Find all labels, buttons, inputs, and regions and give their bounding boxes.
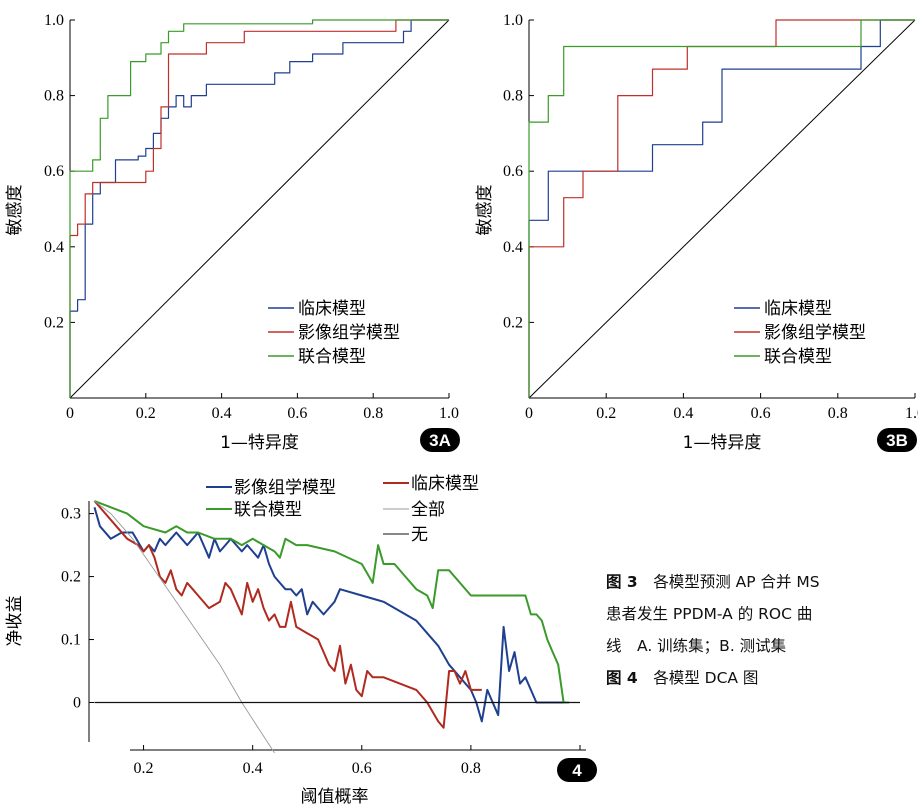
y-axis-title-3A: 敏感度 <box>5 185 25 236</box>
x-tick-label-4: 0.8 <box>461 760 481 777</box>
legend-label-3A: 联合模型 <box>298 347 366 367</box>
caption-fig3-line2: 患者发生 PPDM-A 的 ROC 曲 <box>606 605 813 623</box>
y-tick-label-3A: 0.6 <box>44 163 64 180</box>
figure-badge-label-3B: 3B <box>886 431 908 450</box>
y-axis-title-4: 净收益 <box>5 596 25 647</box>
y-tick-label-3B: 0.2 <box>503 314 523 331</box>
legend-label-4: 临床模型 <box>411 474 479 494</box>
legend-label-4: 联合模型 <box>234 500 302 520</box>
legend-label-3B: 影像组学模型 <box>764 323 866 343</box>
x-tick-label-3B: 0 <box>525 405 533 422</box>
x-axis-title-3A: 1—特异度 <box>220 433 299 453</box>
legend-label-3B: 临床模型 <box>764 299 832 319</box>
caption-fig3-line1: 图 3 各模型预测 AP 合并 MS <box>606 573 820 591</box>
x-tick-label-3B: 0.6 <box>751 405 771 422</box>
x-tick-label-3A: 0.2 <box>136 405 156 422</box>
x-axis-title-3B: 1—特异度 <box>683 433 762 453</box>
x-tick-label-4: 0.2 <box>134 760 154 777</box>
caption-fig4-line: 图 4 各模型 DCA 图 <box>606 669 759 687</box>
figure-badge-3B <box>877 428 917 452</box>
legend-label-3A: 临床模型 <box>298 299 366 319</box>
y-tick-label-4: 0.2 <box>61 569 81 586</box>
x-axis-title-4: 阈值概率 <box>301 787 369 807</box>
series-line-4 <box>94 500 570 704</box>
x-tick-label-3B: 0.4 <box>673 405 693 422</box>
series-line-4 <box>94 500 275 754</box>
y-tick-label-3A: 0.2 <box>44 314 64 331</box>
x-tick-label-3A: 0.4 <box>212 405 232 422</box>
diagonal-reference-3A <box>69 19 450 399</box>
x-tick-label-3B: 0.2 <box>596 405 616 422</box>
y-tick-label-3A: 0.4 <box>44 239 64 256</box>
legend-label-3A: 影像组学模型 <box>298 323 400 343</box>
y-tick-label-4: 0 <box>73 695 81 712</box>
y-tick-label-3B: 0.6 <box>503 163 523 180</box>
x-tick-label-3A: 0.8 <box>363 405 383 422</box>
y-tick-label-4: 0.3 <box>61 506 81 523</box>
legend-label-4: 无 <box>411 525 428 545</box>
series-line-3A <box>69 19 449 398</box>
series-line-3A <box>69 19 449 398</box>
y-tick-label-4: 0.1 <box>61 632 81 649</box>
y-tick-label-3B: 1.0 <box>503 12 523 29</box>
series-line-4 <box>93 500 482 729</box>
x-tick-label-3A: 0.6 <box>287 405 307 422</box>
series-line-4 <box>93 507 564 723</box>
figure-badge-3A <box>420 428 460 452</box>
legend-label-4: 影像组学模型 <box>234 478 336 498</box>
y-axis-title-3B: 敏感度 <box>475 185 495 236</box>
figure-caption: 图 3 各模型预测 AP 合并 MS 患者发生 PPDM-A 的 ROC 曲 线… <box>606 566 906 694</box>
y-tick-label-3A: 0.8 <box>44 88 64 105</box>
x-tick-label-4: 0.4 <box>243 760 263 777</box>
legend-label-3B: 联合模型 <box>764 347 832 367</box>
figure-badge-label-4: 4 <box>572 761 582 780</box>
x-tick-label-3B: 1.0 <box>905 405 918 422</box>
diagonal-reference-3B <box>528 19 916 399</box>
caption-fig3-line3: 线 A. 训练集；B. 测试集 <box>606 637 787 655</box>
x-tick-label-4: 0.6 <box>352 760 372 777</box>
series-line-3B <box>528 19 915 398</box>
y-tick-label-3A: 1.0 <box>44 12 64 29</box>
series-line-3B <box>528 19 915 398</box>
x-tick-label-3A: 1.0 <box>439 405 459 422</box>
figure-badge-label-3A: 3A <box>429 431 451 450</box>
x-tick-label-3A: 0 <box>66 405 74 422</box>
figure-badge-4 <box>557 758 597 782</box>
series-line-3A <box>69 19 449 398</box>
y-tick-label-3B: 0.8 <box>503 88 523 105</box>
x-tick-label-3B: 0.8 <box>828 405 848 422</box>
y-tick-label-3B: 0.4 <box>503 239 523 256</box>
legend-label-4: 全部 <box>411 500 445 520</box>
